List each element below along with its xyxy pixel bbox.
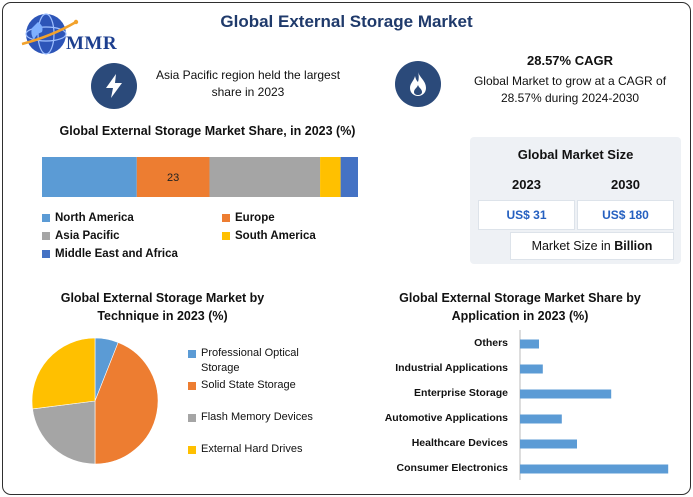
highlight-right-text: Global Market to grow at a CAGR of 28.57… xyxy=(473,74,667,105)
legend-item-north-america: North America xyxy=(42,212,134,224)
pie-slice-external-hard-drives xyxy=(31,337,96,410)
market-size-unit-bold: Billion xyxy=(614,239,653,253)
hbar-labels: Others Industrial Applications Enterprise … xyxy=(358,330,510,480)
legend-item-europe: Europe xyxy=(222,212,275,224)
hbar-bar-automotive-applications xyxy=(520,414,562,424)
hbar-bar-healthcare-devices xyxy=(520,439,577,449)
hbar-label-others: Others xyxy=(474,337,508,349)
hbar-label-healthcare-devices: Healthcare Devices xyxy=(411,437,508,449)
pie-slice-flash-memory-devices xyxy=(32,400,96,465)
legend-label: Europe xyxy=(235,212,275,224)
legend-label: Solid State Storage xyxy=(201,379,296,391)
legend-label: Asia Pacific xyxy=(55,230,120,242)
hbar-bar-others xyxy=(520,339,539,349)
hbar-label-enterprise-storage: Enterprise Storage xyxy=(414,387,508,399)
globe-icon xyxy=(21,13,79,55)
stacked-legend: North America Europe Asia Pacific South Ame… xyxy=(42,212,402,264)
hbar-chart xyxy=(519,330,669,480)
pie-slice-solid-state-storage xyxy=(94,342,159,465)
hbar-bar-enterprise-storage xyxy=(520,389,612,399)
page-title: Global External Storage Market xyxy=(220,12,473,31)
pie-chart-title: Global External Storage Market by Techni… xyxy=(60,291,265,323)
market-size-unit: Market Size in Billion xyxy=(510,232,674,260)
hbar-bar-industrial-applications xyxy=(520,364,543,374)
legend-label: North America xyxy=(55,212,134,224)
highlight-left-text: Asia Pacific region held the largest sha… xyxy=(155,68,341,99)
flame-icon xyxy=(395,61,441,107)
stacked-segment-middle-east-and-africa xyxy=(340,157,358,197)
hbar-label-automotive-applications: Automotive Applications xyxy=(384,412,508,424)
market-size-value-2023: US$ 31 xyxy=(478,200,575,230)
stacked-segment-label: 23 xyxy=(167,172,179,184)
stacked-bar-chart: 23 xyxy=(42,157,358,197)
stacked-segment-north-america xyxy=(42,157,137,197)
market-size-panel: Global Market Size 2023 2030 US$ 31 US$ … xyxy=(470,137,681,264)
market-size-year-2030: 2030 xyxy=(611,177,640,192)
legend-swatch xyxy=(188,446,196,454)
stacked-segment-south-america xyxy=(320,157,341,197)
hbar-label-industrial-applications: Industrial Applications xyxy=(395,362,508,374)
hbar-label-consumer-electronics: Consumer Electronics xyxy=(396,462,508,474)
stacked-chart-title: Global External Storage Market Share, in… xyxy=(59,124,356,138)
legend-item-middle-east-and-africa: Middle East and Africa xyxy=(42,248,178,260)
pie-legend-item-professional-optical-storage: Professional Optical Storage xyxy=(188,346,318,376)
legend-swatch xyxy=(188,382,196,390)
legend-label: South America xyxy=(235,230,316,242)
hbar-chart-title: Global External Storage Market Share by … xyxy=(399,291,641,323)
market-size-year-2023: 2023 xyxy=(512,177,541,192)
legend-swatch xyxy=(42,232,50,240)
cagr-title: 28.57% CAGR xyxy=(527,53,613,68)
market-size-title: Global Market Size xyxy=(517,147,634,162)
legend-swatch xyxy=(222,214,230,222)
legend-label: Professional Optical Storage xyxy=(201,347,299,374)
pie-legend-item-flash-memory-devices: Flash Memory Devices xyxy=(188,410,318,425)
pie-chart xyxy=(31,337,159,465)
legend-label: Flash Memory Devices xyxy=(201,411,313,423)
legend-label: Middle East and Africa xyxy=(55,248,178,260)
legend-label: External Hard Drives xyxy=(201,443,303,455)
pie-legend-item-external-hard-drives: External Hard Drives xyxy=(188,442,318,457)
legend-swatch xyxy=(42,250,50,258)
legend-swatch xyxy=(42,214,50,222)
market-size-unit-prefix: Market Size in xyxy=(531,239,615,253)
pie-legend-item-solid-state-storage: Solid State Storage xyxy=(188,378,318,393)
logo-text: MMR xyxy=(66,33,118,54)
legend-item-south-america: South America xyxy=(222,230,316,242)
hbar-bar-consumer-electronics xyxy=(520,464,669,474)
legend-swatch xyxy=(188,414,196,422)
legend-item-asia-pacific: Asia Pacific xyxy=(42,230,120,242)
market-size-value-2030: US$ 180 xyxy=(577,200,674,230)
legend-swatch xyxy=(222,232,230,240)
legend-swatch xyxy=(188,350,196,358)
stacked-segment-europe xyxy=(136,157,210,197)
stacked-segment-asia-pacific xyxy=(209,157,321,197)
lightning-bolt-icon xyxy=(91,63,137,109)
